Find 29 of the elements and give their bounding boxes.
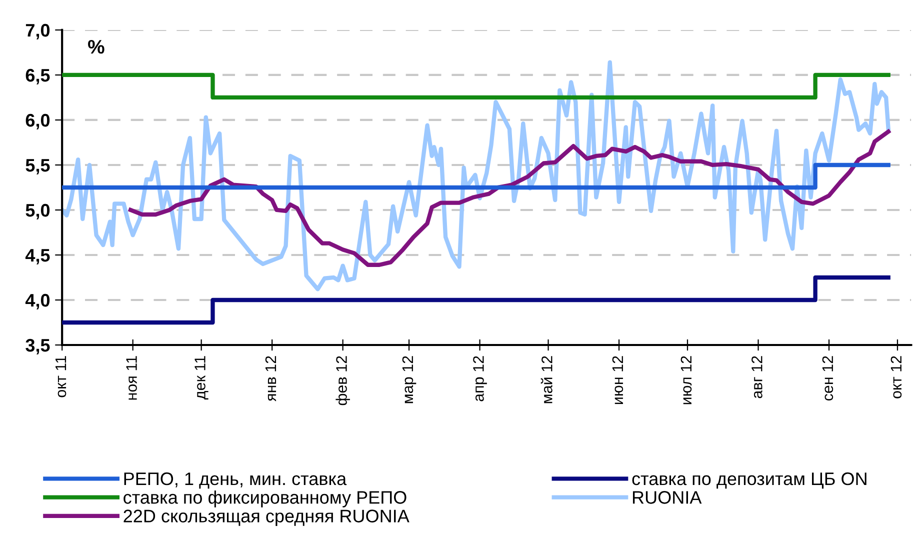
legend-label: 22D скользящая средняя RUONIA <box>124 510 410 526</box>
y-tick-label: 4,0 <box>25 294 50 310</box>
x-tick-label: ноя 11 <box>126 356 137 400</box>
x-tick-label: апр 12 <box>473 356 487 402</box>
line-series <box>128 130 890 267</box>
y-tick-label: 3,5 <box>26 338 50 354</box>
y-tick-label: 6,5 <box>26 68 50 84</box>
x-tick-label: май 12 <box>540 356 552 404</box>
x-tick-label: фев 12 <box>336 356 350 406</box>
x-tick-label: окт 11 <box>56 356 66 398</box>
x-tick-label: июн 12 <box>612 356 624 404</box>
x-tick-label: июл 12 <box>680 356 692 404</box>
y-tick-label: 5,0 <box>26 204 50 220</box>
x-tick-label: окт 12 <box>890 356 902 398</box>
x-tick-label: авг 12 <box>752 356 762 398</box>
x-tick-label: мар 12 <box>402 356 416 404</box>
legend-label: ставка по фиксированному РЕПО <box>124 490 406 508</box>
y-tick-label: 5,5 <box>26 159 50 174</box>
x-tick-label: янв 12 <box>265 356 276 402</box>
y-tick-label: 4,5 <box>25 249 50 264</box>
y-tick-label: 6,0 <box>26 114 50 130</box>
legend-label: RUONIA <box>632 491 702 504</box>
x-tick-label: сен 12 <box>822 356 834 401</box>
legend-label: РЕПО, 1 день, мин. ставка <box>124 472 347 489</box>
y-tick-label: 7,0 <box>26 24 50 40</box>
legend-label: ставка по депозитам ЦБ ON <box>632 472 866 489</box>
line-series <box>62 60 890 292</box>
x-tick-label: дек 11 <box>194 356 208 400</box>
annotation: % <box>88 40 104 54</box>
